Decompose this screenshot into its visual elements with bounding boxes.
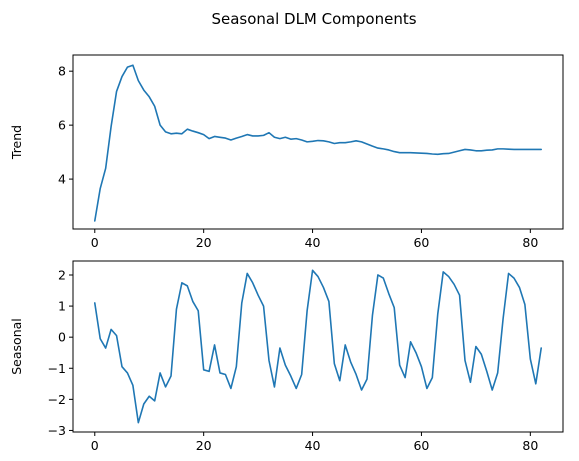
- trend-axes-frame: [72, 54, 564, 230]
- seasonal-y-tick-label: −2: [48, 392, 66, 407]
- trend-y-tick-label: 6: [58, 118, 66, 133]
- trend-y-tick-label: 4: [58, 172, 66, 187]
- seasonal-y-tick-label: 0: [58, 330, 66, 345]
- trend-x-tick-label: 0: [91, 235, 99, 250]
- seasonal-y-tick-label: 1: [58, 299, 66, 314]
- seasonal-y-tick-label: −3: [48, 423, 66, 438]
- seasonal-panel: 0 20 40 60 80 −3 −2 −1 0 1 2 Seasonal: [9, 260, 564, 453]
- trend-y-axis-label: Trend: [9, 125, 24, 160]
- trend-x-tick-label: 60: [413, 235, 429, 250]
- trend-panel: 0 20 40 60 80 4 6 8 Trend: [9, 54, 564, 250]
- seasonal-y-tick-label: −1: [48, 361, 66, 376]
- figure-title: Seasonal DLM Components: [211, 10, 416, 28]
- seasonal-series-line: [93, 269, 543, 424]
- trend-x-tick-label: 40: [305, 235, 321, 250]
- seasonal-axes-frame: [72, 260, 564, 433]
- seasonal-x-tick-label: 80: [522, 438, 538, 453]
- seasonal-y-axis-label: Seasonal: [9, 318, 24, 375]
- seasonal-x-tick-label: 20: [196, 438, 212, 453]
- seasonal-x-tick-label: 0: [91, 438, 99, 453]
- seasonal-x-tick-label: 40: [305, 438, 321, 453]
- seasonal-x-tick-label: 60: [413, 438, 429, 453]
- trend-x-tick-label: 20: [196, 235, 212, 250]
- trend-series-line: [93, 64, 543, 222]
- seasonal-y-tick-label: 2: [58, 267, 66, 282]
- trend-x-tick-label: 80: [522, 235, 538, 250]
- trend-y-tick-label: 8: [58, 64, 66, 79]
